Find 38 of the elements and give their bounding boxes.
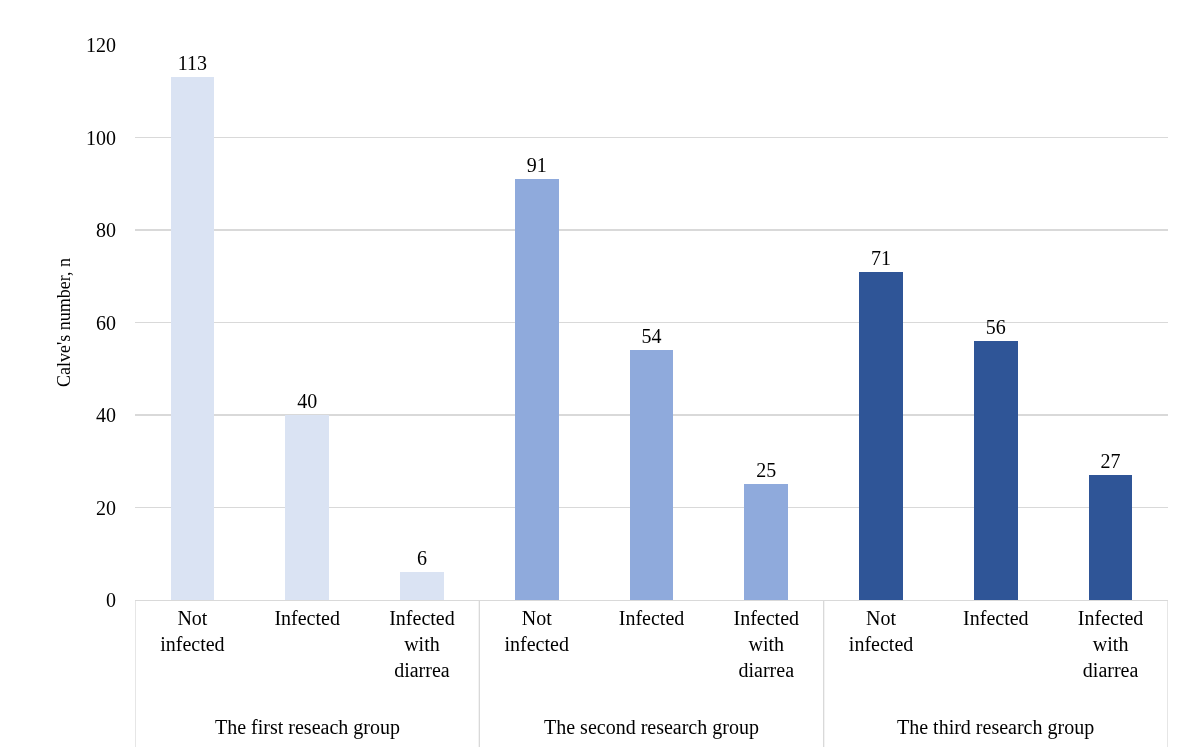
data-label: 40 [297, 390, 318, 412]
data-label: 71 [871, 246, 892, 269]
y-tick-label: 0 [106, 589, 116, 611]
bar [170, 77, 215, 600]
x-tick-label: Infected with diarrea [389, 607, 455, 682]
y-tick-label: 120 [86, 34, 116, 56]
y-tick-label: 20 [96, 496, 116, 519]
y-tick-label: 80 [96, 219, 116, 241]
bar [974, 341, 1018, 600]
x-tick-label: Infected [618, 607, 685, 630]
x-tick-label: Not infected [160, 607, 225, 656]
data-label: 91 [526, 154, 547, 177]
text: The third research group [897, 716, 1095, 739]
bar [744, 484, 789, 600]
data-label: 56 [985, 316, 1006, 338]
x-tick-label: Not infected [848, 607, 914, 656]
x-tick-label: Infected with diarrea [733, 607, 800, 682]
bar [629, 350, 674, 600]
x-tick-label: Infected [963, 607, 1029, 630]
text: The first reseach group [215, 716, 400, 739]
data-label: 54 [641, 325, 662, 348]
data-label: 113 [177, 52, 208, 75]
data-label: 27 [1100, 450, 1121, 473]
bar [400, 572, 444, 600]
x-tick-label: Infected [274, 607, 340, 630]
bar [514, 179, 559, 600]
y-tick-label: 100 [86, 126, 116, 149]
bar [859, 271, 903, 600]
data-label: 25 [756, 459, 777, 482]
x-tick-label: Infected with diarrea [1077, 607, 1144, 682]
y-tick-label: 60 [96, 311, 116, 334]
bar [1088, 475, 1133, 600]
bar [285, 415, 329, 600]
x-tick-label: Not infected [504, 607, 569, 656]
text: The second research group [544, 716, 759, 739]
y-axis-title: Calve's number, n [54, 258, 75, 387]
y-tick-label: 40 [96, 404, 116, 426]
data-label: 6 [416, 547, 427, 570]
